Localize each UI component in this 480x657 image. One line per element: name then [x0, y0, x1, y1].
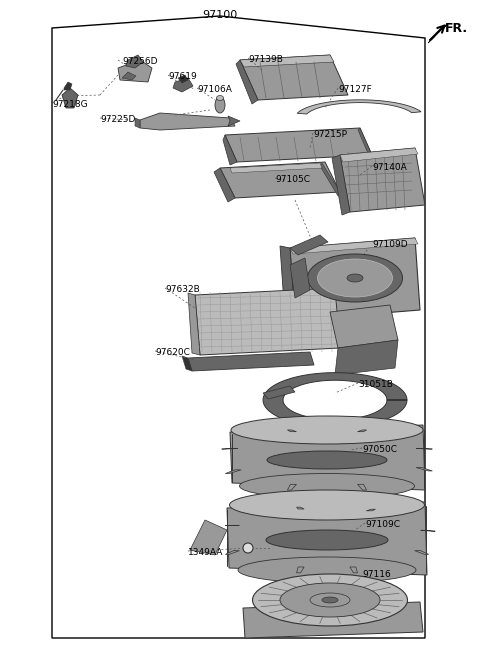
Text: 97225D: 97225D — [100, 115, 135, 124]
Ellipse shape — [347, 274, 363, 282]
Polygon shape — [332, 155, 350, 215]
Polygon shape — [126, 55, 143, 68]
Text: 97050C: 97050C — [362, 445, 397, 454]
Ellipse shape — [322, 597, 338, 603]
Ellipse shape — [216, 95, 224, 101]
Ellipse shape — [238, 557, 416, 583]
Polygon shape — [240, 55, 334, 67]
Text: 97106A: 97106A — [197, 85, 232, 94]
Ellipse shape — [252, 574, 408, 626]
Polygon shape — [190, 520, 227, 555]
Ellipse shape — [240, 474, 415, 499]
Text: 97109D: 97109D — [372, 240, 408, 249]
Polygon shape — [366, 509, 375, 510]
Polygon shape — [280, 246, 295, 320]
Text: 97116: 97116 — [362, 570, 391, 579]
Polygon shape — [416, 468, 432, 471]
Polygon shape — [188, 352, 314, 371]
Text: 97105C: 97105C — [275, 175, 310, 184]
Polygon shape — [140, 113, 235, 130]
Text: FR.: FR. — [445, 22, 468, 35]
Polygon shape — [64, 82, 72, 90]
Polygon shape — [290, 238, 418, 254]
Polygon shape — [214, 168, 235, 202]
Polygon shape — [118, 60, 152, 82]
Polygon shape — [358, 484, 367, 490]
Polygon shape — [240, 55, 348, 100]
Polygon shape — [225, 128, 372, 162]
Polygon shape — [290, 235, 328, 255]
Polygon shape — [188, 293, 200, 355]
Ellipse shape — [310, 593, 350, 607]
Polygon shape — [335, 340, 398, 375]
Text: 97218G: 97218G — [52, 100, 88, 109]
Polygon shape — [297, 507, 304, 509]
Polygon shape — [320, 163, 340, 196]
Polygon shape — [297, 567, 304, 573]
Polygon shape — [173, 78, 193, 92]
Text: 97139B: 97139B — [248, 55, 283, 64]
Polygon shape — [428, 23, 448, 43]
Ellipse shape — [317, 259, 393, 297]
Polygon shape — [243, 602, 423, 638]
Polygon shape — [62, 88, 78, 108]
Polygon shape — [263, 373, 407, 427]
Polygon shape — [52, 16, 425, 638]
Text: 97215P: 97215P — [313, 130, 347, 139]
Text: 97109C: 97109C — [365, 520, 400, 529]
Polygon shape — [236, 60, 258, 104]
Polygon shape — [178, 75, 188, 83]
Text: 97256D: 97256D — [122, 57, 157, 66]
Polygon shape — [220, 162, 340, 198]
Polygon shape — [225, 551, 240, 555]
Polygon shape — [263, 386, 295, 399]
Text: 1349AA: 1349AA — [188, 548, 223, 557]
Text: 97127F: 97127F — [338, 85, 372, 94]
Ellipse shape — [308, 254, 403, 302]
Ellipse shape — [229, 490, 424, 520]
Polygon shape — [297, 100, 421, 114]
Polygon shape — [415, 551, 429, 555]
Text: 97100: 97100 — [203, 10, 238, 20]
Polygon shape — [288, 484, 297, 490]
Polygon shape — [230, 425, 425, 490]
Polygon shape — [358, 128, 372, 158]
Polygon shape — [223, 135, 237, 165]
Polygon shape — [330, 305, 398, 348]
Polygon shape — [228, 116, 240, 126]
Polygon shape — [227, 502, 427, 575]
Polygon shape — [290, 238, 420, 320]
Polygon shape — [350, 567, 358, 573]
Polygon shape — [358, 430, 367, 432]
Text: 97619: 97619 — [168, 72, 197, 81]
Polygon shape — [195, 288, 340, 355]
Text: 97140A: 97140A — [372, 163, 407, 172]
Ellipse shape — [267, 451, 387, 469]
Ellipse shape — [266, 530, 388, 550]
Ellipse shape — [280, 583, 380, 617]
Polygon shape — [340, 148, 425, 212]
Polygon shape — [135, 118, 140, 128]
Polygon shape — [290, 258, 310, 298]
Ellipse shape — [243, 543, 253, 553]
Polygon shape — [420, 530, 435, 532]
Polygon shape — [225, 470, 241, 474]
Polygon shape — [340, 148, 418, 162]
Polygon shape — [182, 356, 192, 371]
Text: 31051B: 31051B — [358, 380, 393, 389]
Polygon shape — [230, 163, 322, 173]
Polygon shape — [122, 72, 136, 80]
Ellipse shape — [215, 97, 225, 113]
Ellipse shape — [231, 416, 423, 444]
Polygon shape — [288, 430, 297, 432]
Text: 97632B: 97632B — [165, 285, 200, 294]
Text: 97620C: 97620C — [155, 348, 190, 357]
